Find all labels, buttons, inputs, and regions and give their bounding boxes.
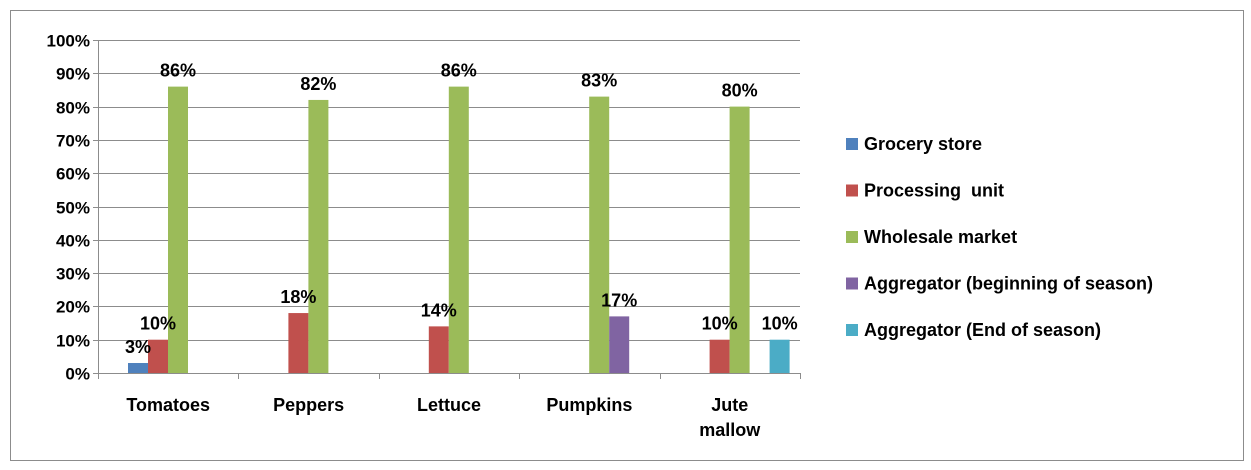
legend-label: Aggregator (beginning of season)	[864, 274, 1153, 294]
data-label: 10%	[702, 314, 738, 334]
data-label: 18%	[280, 287, 316, 307]
y-tick-label: 80%	[56, 99, 90, 118]
x-category-label: Tomatoes	[126, 395, 210, 415]
y-tick-label: 90%	[56, 65, 90, 84]
data-label: 17%	[601, 290, 637, 310]
legend: Grocery store Processing unit Wholesale ma…	[846, 134, 1153, 340]
data-label: 82%	[300, 74, 336, 94]
bar	[448, 86, 469, 374]
bar	[428, 326, 449, 373]
bars	[128, 86, 790, 374]
legend-label: Aggregator (End of season)	[864, 320, 1101, 340]
x-category-label: Peppers	[273, 395, 344, 415]
data-label: 14%	[421, 300, 457, 320]
legend-swatch	[846, 324, 858, 336]
y-tick-label: 10%	[56, 332, 90, 351]
data-label: 3%	[125, 337, 151, 357]
legend-swatch	[846, 231, 858, 243]
bar	[148, 339, 168, 373]
y-tick-label: 20%	[56, 298, 90, 317]
x-category-label: mallow	[699, 420, 761, 440]
y-tick-label: 60%	[56, 165, 90, 184]
bar	[769, 339, 790, 373]
legend-label: Grocery store	[864, 134, 982, 154]
chart-border	[10, 10, 1244, 461]
x-category-label: Pumpkins	[546, 395, 632, 415]
y-tick-label: 50%	[56, 199, 90, 218]
y-tick-label: 40%	[56, 232, 90, 251]
data-label: 86%	[441, 61, 477, 81]
legend-label: Processing unit	[864, 181, 1004, 201]
data-label: 80%	[722, 81, 758, 101]
bar	[709, 339, 730, 373]
data-label: 10%	[762, 314, 798, 334]
y-tick-label: 30%	[56, 265, 90, 284]
bar	[589, 96, 610, 374]
bar	[609, 316, 630, 373]
bar	[308, 99, 329, 373]
legend-swatch	[846, 138, 858, 150]
axes: 0% 10% 20% 30% 40% 50% 60% 70% 80% 90% 100% Tomatoe…	[47, 32, 801, 440]
data-label: 86%	[160, 61, 196, 81]
bar	[168, 86, 188, 374]
bar	[729, 106, 750, 373]
bar	[128, 363, 148, 373]
y-tick-label: 0%	[65, 365, 90, 384]
legend-label: Wholesale market	[864, 227, 1017, 247]
gridlines	[93, 40, 800, 374]
bar	[288, 313, 309, 373]
data-label: 83%	[581, 71, 617, 91]
y-tick-label: 100%	[47, 32, 90, 51]
data-label: 10%	[140, 314, 176, 334]
x-category-label: Lettuce	[417, 395, 481, 415]
y-tick-label: 70%	[56, 132, 90, 151]
legend-swatch	[846, 277, 858, 290]
data-labels: 3% 10% 18% 14% 10% 86% 82% 86% 83% 80% 17% 10%	[125, 61, 798, 357]
x-category-label: Jute	[711, 395, 748, 415]
legend-swatch	[846, 184, 858, 197]
